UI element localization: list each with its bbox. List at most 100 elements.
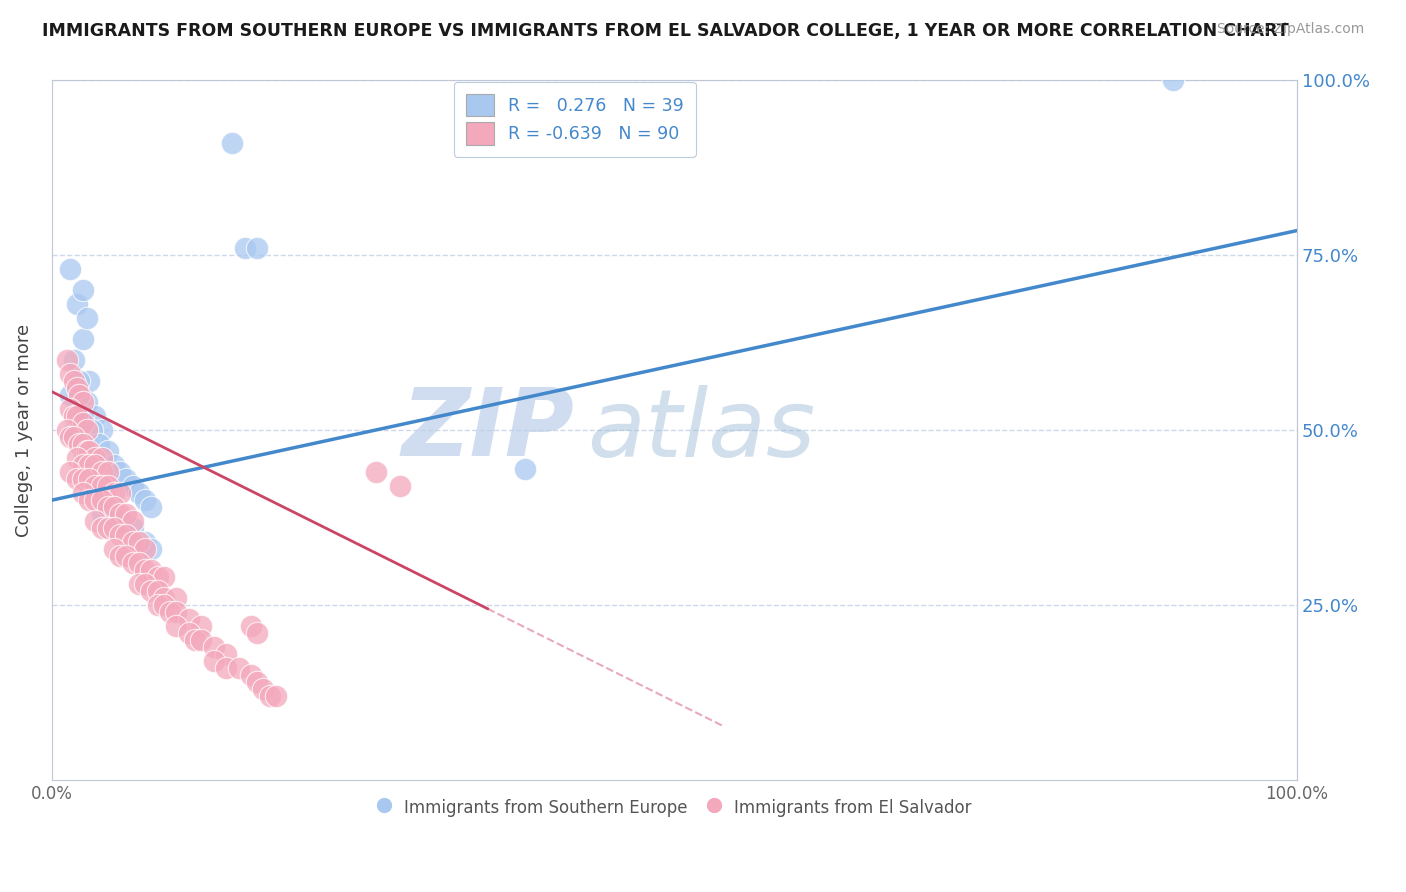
Point bbox=[165, 605, 187, 619]
Point bbox=[110, 549, 132, 564]
Point bbox=[134, 563, 156, 577]
Point bbox=[72, 472, 94, 486]
Point bbox=[63, 374, 86, 388]
Point bbox=[97, 479, 120, 493]
Point bbox=[67, 437, 90, 451]
Point bbox=[103, 486, 125, 500]
Point bbox=[202, 640, 225, 655]
Point bbox=[190, 633, 212, 648]
Point bbox=[63, 423, 86, 437]
Point bbox=[134, 542, 156, 557]
Point bbox=[1161, 73, 1184, 87]
Point bbox=[72, 458, 94, 472]
Point bbox=[84, 409, 107, 424]
Point bbox=[72, 283, 94, 297]
Point bbox=[66, 451, 89, 466]
Point bbox=[110, 486, 132, 500]
Point bbox=[76, 444, 98, 458]
Point bbox=[66, 381, 89, 395]
Point bbox=[240, 619, 263, 633]
Point bbox=[84, 514, 107, 528]
Point bbox=[264, 690, 287, 704]
Point bbox=[184, 633, 207, 648]
Point bbox=[59, 465, 82, 479]
Point bbox=[246, 626, 269, 640]
Point bbox=[215, 647, 238, 661]
Point bbox=[63, 430, 86, 444]
Point bbox=[66, 409, 89, 424]
Point bbox=[67, 374, 90, 388]
Point bbox=[146, 598, 169, 612]
Point bbox=[59, 402, 82, 417]
Point bbox=[76, 395, 98, 409]
Point bbox=[252, 682, 274, 697]
Text: atlas: atlas bbox=[588, 384, 815, 475]
Point bbox=[115, 472, 138, 486]
Point bbox=[115, 507, 138, 521]
Point bbox=[153, 591, 176, 606]
Point bbox=[72, 444, 94, 458]
Point bbox=[110, 514, 132, 528]
Point bbox=[103, 458, 125, 472]
Point bbox=[72, 395, 94, 409]
Point bbox=[97, 521, 120, 535]
Point bbox=[90, 479, 112, 493]
Point bbox=[103, 542, 125, 557]
Point bbox=[72, 332, 94, 346]
Point bbox=[177, 626, 200, 640]
Point bbox=[55, 423, 77, 437]
Point bbox=[141, 563, 163, 577]
Point bbox=[134, 493, 156, 508]
Point bbox=[110, 465, 132, 479]
Point bbox=[90, 465, 112, 479]
Point bbox=[364, 465, 387, 479]
Point bbox=[103, 500, 125, 515]
Point bbox=[115, 528, 138, 542]
Point bbox=[77, 444, 100, 458]
Point bbox=[66, 472, 89, 486]
Point bbox=[63, 409, 86, 424]
Point bbox=[110, 528, 132, 542]
Point bbox=[76, 423, 98, 437]
Point bbox=[202, 654, 225, 668]
Point bbox=[121, 514, 143, 528]
Point bbox=[165, 619, 187, 633]
Point bbox=[115, 549, 138, 564]
Point bbox=[513, 461, 536, 475]
Point bbox=[77, 437, 100, 451]
Y-axis label: College, 1 year or more: College, 1 year or more bbox=[15, 324, 32, 537]
Point bbox=[128, 535, 150, 549]
Point bbox=[77, 472, 100, 486]
Point bbox=[246, 675, 269, 690]
Point bbox=[59, 367, 82, 381]
Point bbox=[134, 535, 156, 549]
Point bbox=[103, 521, 125, 535]
Point bbox=[389, 479, 412, 493]
Point bbox=[165, 591, 187, 606]
Point bbox=[67, 423, 90, 437]
Point bbox=[55, 353, 77, 368]
Point bbox=[146, 584, 169, 599]
Point bbox=[246, 241, 269, 255]
Point bbox=[228, 661, 250, 675]
Point bbox=[146, 570, 169, 584]
Text: Source: ZipAtlas.com: Source: ZipAtlas.com bbox=[1216, 22, 1364, 37]
Point bbox=[221, 136, 243, 150]
Point bbox=[121, 556, 143, 570]
Point bbox=[90, 451, 112, 466]
Text: ZIP: ZIP bbox=[402, 384, 575, 476]
Point bbox=[84, 458, 107, 472]
Point bbox=[190, 619, 212, 633]
Point bbox=[90, 493, 112, 508]
Point bbox=[90, 507, 112, 521]
Point bbox=[59, 388, 82, 402]
Point bbox=[59, 262, 82, 277]
Point bbox=[80, 423, 103, 437]
Point bbox=[76, 311, 98, 326]
Point bbox=[72, 416, 94, 430]
Point bbox=[128, 486, 150, 500]
Point bbox=[141, 500, 163, 515]
Point bbox=[141, 584, 163, 599]
Point bbox=[128, 577, 150, 591]
Point bbox=[66, 297, 89, 311]
